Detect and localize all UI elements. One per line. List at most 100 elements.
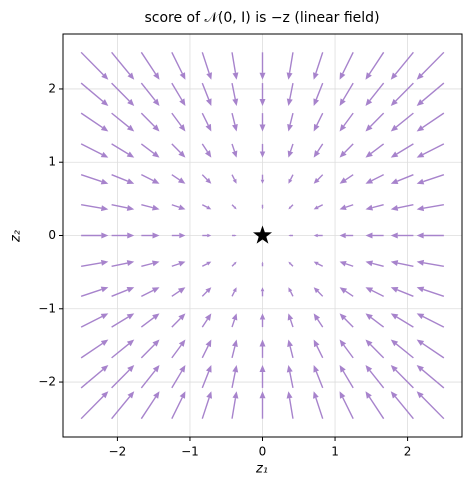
arrow-shaft: [80, 51, 104, 76]
arrow: [288, 261, 294, 267]
arrow-head: [286, 365, 293, 373]
arrow: [339, 261, 354, 267]
arrow-head: [126, 151, 135, 158]
arrow-shaft: [344, 317, 354, 328]
arrow-head: [206, 391, 212, 399]
arrow: [313, 261, 324, 267]
arrow: [287, 339, 294, 359]
arrow: [231, 339, 238, 359]
arrow: [287, 313, 294, 328]
arrow: [365, 143, 385, 158]
arrow: [259, 83, 266, 106]
arrow-shaft: [201, 143, 209, 153]
arrow-shaft: [397, 204, 414, 209]
arrow: [339, 391, 354, 419]
arrow-head: [313, 123, 320, 132]
arrow-shaft: [111, 289, 129, 297]
arrow-shaft: [343, 344, 354, 359]
arrow-shaft: [317, 263, 324, 267]
arrow-shaft: [111, 204, 128, 209]
arrow-shaft: [395, 369, 414, 389]
arrow-shaft: [201, 263, 208, 267]
arrow-head: [206, 205, 212, 210]
arrow: [313, 391, 324, 419]
arrow: [80, 51, 109, 80]
arrow-shaft: [395, 343, 414, 359]
arrow: [201, 52, 212, 80]
arrow-shaft: [317, 174, 324, 181]
arrow-head: [339, 150, 347, 158]
arrow-shaft: [289, 319, 294, 328]
arrow-head: [232, 365, 239, 373]
arrow: [111, 287, 135, 297]
arrow-head: [178, 339, 186, 347]
arrow-shaft: [421, 369, 445, 389]
arrow-head: [416, 286, 425, 293]
arrow-head: [151, 177, 160, 184]
arrow-shaft: [111, 51, 131, 75]
arrow: [365, 313, 385, 328]
arrow-shaft: [369, 343, 385, 359]
arrow-shaft: [289, 204, 294, 208]
arrow-shaft: [80, 174, 102, 183]
arrow-head: [259, 98, 266, 106]
arrow-shaft: [316, 318, 324, 328]
arrow-shaft: [201, 204, 208, 208]
arrow-shaft: [140, 317, 155, 328]
arrow: [390, 391, 414, 420]
arrow: [416, 82, 445, 106]
arrow-head: [101, 232, 109, 239]
arrow-head: [101, 72, 109, 80]
arrow: [365, 51, 385, 80]
arrow: [140, 313, 160, 328]
arrow-head: [100, 259, 109, 266]
arrow-shaft: [316, 112, 324, 126]
arrow-head: [313, 287, 320, 294]
arrow-shaft: [369, 112, 385, 128]
arrow-head: [100, 339, 109, 346]
arrow: [260, 174, 265, 184]
arrow: [365, 287, 384, 297]
arrow-shaft: [80, 82, 104, 102]
arrow-shaft: [201, 371, 210, 389]
arrow: [313, 143, 324, 158]
arrow-head: [339, 124, 347, 132]
arrow: [286, 82, 294, 106]
arrow: [416, 391, 445, 420]
arrow-head: [177, 287, 186, 294]
arrow-head: [231, 313, 238, 321]
arrow-shaft: [201, 112, 209, 126]
arrow: [339, 204, 354, 210]
arrow-head: [232, 98, 239, 106]
arrow-shaft: [371, 174, 384, 182]
arrow-shaft: [80, 369, 104, 389]
arrow-shaft: [423, 288, 445, 297]
arrow-shaft: [171, 370, 183, 389]
arrow-head: [286, 391, 293, 399]
arrow-head: [206, 261, 212, 266]
arrow-head: [178, 261, 186, 267]
arrow-head: [151, 287, 160, 294]
arrow-head: [234, 234, 237, 237]
arrow-shaft: [140, 143, 155, 154]
arrow-shaft: [231, 290, 236, 297]
arrow-shaft: [80, 112, 103, 129]
arrow: [365, 339, 385, 359]
arrow: [416, 313, 445, 328]
arrow-head: [416, 72, 424, 80]
arrow-head: [101, 391, 109, 399]
arrow-shaft: [395, 82, 414, 102]
arrow-shaft: [231, 143, 236, 152]
arrow: [287, 143, 294, 158]
arrow-shaft: [345, 174, 354, 181]
arrow-shaft: [231, 112, 236, 125]
arrow-head: [416, 313, 425, 320]
arrow-shaft: [343, 112, 354, 127]
arrow-head: [206, 72, 212, 80]
arrow: [260, 287, 265, 297]
arrow-head: [259, 339, 266, 347]
arrow-shaft: [141, 174, 154, 182]
arrow-shaft: [171, 290, 180, 297]
arrow-head: [287, 313, 294, 321]
